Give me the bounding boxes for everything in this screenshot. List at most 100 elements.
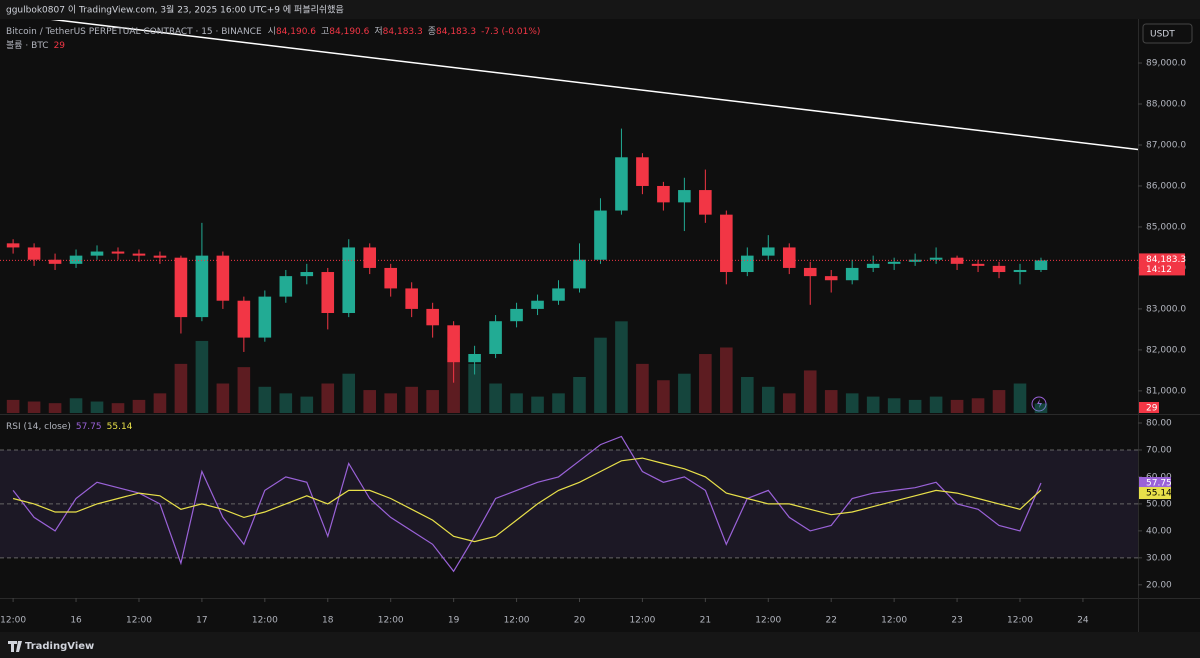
volume-bar (992, 390, 1006, 413)
x-tick-label: 19 (448, 616, 460, 626)
candle-body (132, 253, 146, 256)
volume-bar (69, 398, 83, 413)
candle-body (636, 157, 649, 186)
candle-body (824, 276, 838, 281)
candle-body (929, 257, 943, 260)
volume-bar (342, 373, 356, 413)
ohlc-key: 저 (374, 26, 382, 37)
volume-bar (468, 363, 481, 413)
x-tick-label: 12:00 (755, 616, 781, 626)
candle-body (741, 255, 754, 273)
volume-bar (426, 390, 439, 413)
volume-bar (699, 354, 712, 413)
volume-last-box (1139, 402, 1159, 413)
candle-body (552, 288, 565, 301)
publisher: ggulbok0807 이 TradingView.com, 3월 23, 20… (6, 4, 344, 16)
volume-bar (363, 390, 377, 413)
y-tick-label: 89,000.0 (1146, 59, 1186, 69)
candle-body (699, 190, 712, 215)
volume-bar (195, 340, 209, 413)
x-tick-label: 12:00 (126, 616, 152, 626)
volume-bar (761, 386, 775, 413)
candle-body (258, 296, 272, 338)
candle-body (782, 247, 796, 268)
candle-body (1034, 260, 1048, 270)
candle-body (573, 259, 586, 289)
candle-body (111, 251, 125, 254)
candle-body (48, 259, 62, 264)
candle-body (90, 251, 104, 256)
volume-bar (657, 380, 670, 413)
alert-icon[interactable] (1031, 396, 1047, 412)
candle-body (720, 214, 733, 273)
volume-bar (887, 398, 901, 413)
volume-bar (845, 393, 859, 413)
rsi-ma-line (12, 457, 1042, 543)
rsi-tick-label: 50.00 (1146, 499, 1172, 509)
y-tick-label: 82,000.0 (1146, 345, 1186, 355)
volume-bar (803, 370, 817, 413)
volume-bar (720, 347, 733, 413)
candle-body (615, 157, 628, 211)
candle-body (1013, 269, 1027, 273)
ohlc-value: 84,183.3 (436, 27, 476, 37)
rsi-tick-label: 70.00 (1146, 445, 1172, 455)
volume-bar (782, 393, 796, 413)
volume-bar (824, 390, 838, 413)
volume-bar (300, 396, 314, 413)
symbol: Bitcoin / TetherUS PERPETUAL CONTRACT · … (6, 27, 262, 37)
volume-bar (111, 403, 125, 413)
rsi-ma-last: 55.14 (107, 422, 133, 432)
candle-body (426, 308, 439, 326)
footer-bar (0, 632, 1200, 658)
candle-body (866, 263, 880, 268)
candle-body (300, 272, 314, 277)
trend-line (50, 20, 1138, 151)
rsi-tick-label: 80.00 (1146, 419, 1172, 429)
volume-bar (636, 363, 649, 413)
last-price-label: 84,183.3 (1146, 255, 1186, 265)
volume-bar (950, 399, 964, 413)
candle-body (489, 321, 502, 354)
candle-body (237, 300, 251, 338)
rsi-ma-last-label: 55.14 (1146, 489, 1172, 499)
volume-bar (489, 383, 502, 413)
volume-bar (1034, 403, 1048, 413)
x-tick-label: 22 (825, 616, 836, 626)
currency-button[interactable] (1142, 23, 1193, 44)
candle-body (468, 353, 481, 363)
x-tick-label: 12:00 (629, 616, 655, 626)
volume-bar (678, 373, 691, 413)
volume-bar (531, 396, 544, 413)
ohlc-key: 시 (268, 26, 276, 37)
candle-body (594, 210, 607, 260)
candle-body (845, 267, 859, 281)
x-tick-label: 12:00 (881, 616, 907, 626)
volume-bar (237, 367, 251, 413)
volume-last-label: 29 (1146, 404, 1158, 414)
candle-body (887, 261, 901, 264)
rsi-legend: RSI (14, close) 57.75 55.14 (6, 422, 133, 432)
rsi-tick-label: 40.00 (1146, 526, 1172, 536)
x-tick-label: 24 (1077, 616, 1089, 626)
currency[interactable]: USDT (1150, 30, 1175, 40)
volume-bar (6, 399, 20, 413)
volume-bar (153, 393, 167, 413)
volume-bar (405, 386, 418, 413)
rsi-last: 57.75 (76, 422, 102, 432)
rsi-last-label: 57.75 (1146, 479, 1172, 489)
candle-body (405, 288, 418, 309)
candle-body (971, 263, 985, 266)
symbol-legend: Bitcoin / TetherUS PERPETUAL CONTRACT · … (6, 26, 540, 37)
candle-body (803, 267, 817, 277)
x-tick-label: 12:00 (252, 616, 278, 626)
volume-bar (615, 321, 628, 413)
ohlc-key: 고 (321, 27, 329, 37)
candle-body (27, 247, 41, 260)
candle-body (69, 255, 83, 264)
candle-body (657, 185, 670, 203)
volume-bar (908, 399, 922, 413)
volume-bar (384, 393, 397, 413)
